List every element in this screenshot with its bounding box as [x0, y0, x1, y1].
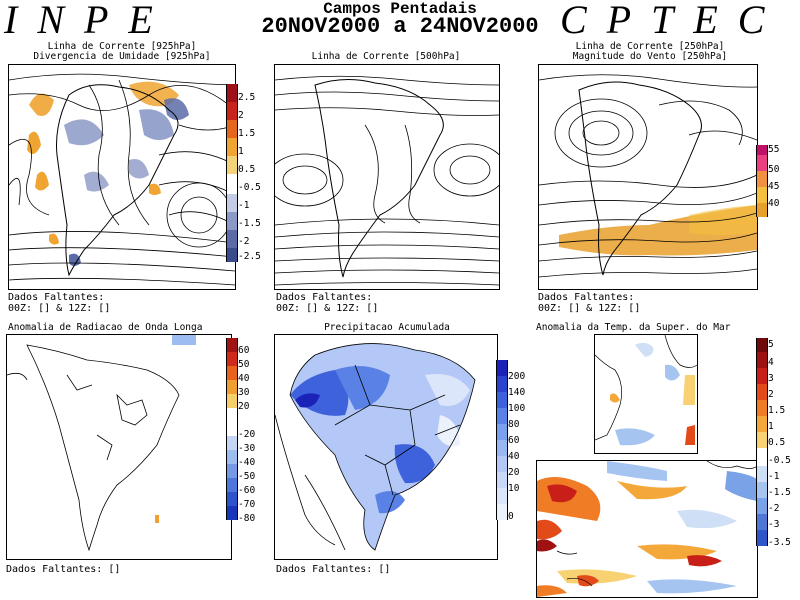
panel-2-map	[274, 64, 500, 290]
inpe-logo-text: INPE	[4, 0, 173, 42]
sst-tick: -1.5	[768, 487, 791, 498]
panel-2-missing-label: Dados Faltantes:	[276, 292, 373, 303]
panel-1-map	[8, 64, 236, 290]
panel-4-missing: Dados Faltantes: []	[6, 564, 121, 575]
panel-1-missing-times: 00Z: [] & 12Z: []	[8, 303, 111, 314]
coastline	[7, 344, 180, 552]
sst-tick: 5	[768, 339, 774, 350]
coastline	[595, 335, 697, 441]
wind-magnitude-shading	[559, 205, 757, 256]
panel-3-missing-times: 00Z: [] & 12Z: []	[538, 303, 641, 314]
div-tick: -1.5	[238, 218, 261, 229]
div-tick: -0.5	[238, 182, 261, 193]
panel-6-title: Anomalia da Temp. da Super. do Mar	[536, 322, 731, 333]
panel-5-missing: Dados Faltantes: []	[276, 564, 391, 575]
sst-tick: -3	[768, 519, 780, 530]
olr-anomaly-map	[7, 335, 196, 552]
panel-2-missing-times: 00Z: [] & 12Z: []	[276, 303, 379, 314]
coastline	[56, 84, 179, 277]
streamlines	[275, 75, 499, 286]
streamline-250-map	[539, 74, 757, 278]
div-tick: 1	[238, 146, 244, 157]
coastline	[578, 81, 702, 276]
wind-tick: 45	[768, 181, 780, 192]
olr-tick: 50	[238, 359, 250, 370]
divergence-shading	[27, 81, 189, 266]
precip-tick: 140	[508, 387, 526, 398]
panel-1-title-line2: Divergencia de Umidade [925hPa]	[33, 51, 211, 62]
olr-tick: 20	[238, 401, 250, 412]
precip-tick: 100	[508, 403, 526, 414]
sst-atlantic-map	[595, 335, 697, 446]
panel-5-title: Precipitacao Acumulada	[324, 322, 450, 333]
page-title: Campos Pentadais	[323, 0, 477, 18]
panel-5-map	[274, 334, 498, 560]
div-tick: -1	[238, 200, 250, 211]
sst-tick: 2	[768, 389, 774, 400]
panel-2-title: Linha de Corrente [500hPa]	[311, 51, 461, 62]
panel-1-missing-label: Dados Faltantes:	[8, 292, 105, 303]
div-tick: -2	[238, 236, 250, 247]
sst-tick: -3.5	[768, 537, 791, 548]
streamline-divergence-map	[9, 73, 235, 286]
wind-tick: 50	[768, 164, 780, 175]
panel-6-global-map	[536, 460, 758, 598]
olr-tick: -60	[238, 485, 256, 496]
streamline-500-map	[275, 75, 499, 286]
olr-tick: -30	[238, 443, 256, 454]
streamlines	[9, 73, 235, 286]
state-borders	[275, 343, 476, 551]
precip-tick: 20	[508, 467, 520, 478]
panel-3-title-line2: Magnitude do Vento [250hPa]	[572, 51, 728, 62]
div-tick: 2	[238, 110, 244, 121]
sst-tick: -0.5	[768, 455, 791, 466]
panel-1-title-line1: Linha de Corrente [925hPa]	[47, 41, 197, 52]
streamlines	[539, 74, 757, 278]
precipitation-shading	[290, 343, 475, 550]
precip-tick: 200	[508, 371, 526, 382]
olr-tick: 30	[238, 387, 250, 398]
olr-tick: -70	[238, 499, 256, 510]
precip-tick: 60	[508, 435, 520, 446]
panel-4-map	[6, 334, 232, 560]
olr-tick: -40	[238, 457, 256, 468]
olr-tick: -80	[238, 513, 256, 524]
sst-global-map	[537, 461, 757, 597]
precipitation-map	[275, 343, 476, 551]
sst-tick: -2	[768, 503, 780, 514]
cptec-logo-text: CPTEC	[560, 0, 785, 42]
div-tick: 2.5	[238, 92, 256, 103]
panel-3-missing-label: Dados Faltantes:	[538, 292, 635, 303]
sst-tick: 1	[768, 421, 774, 432]
olr-tick: -20	[238, 429, 256, 440]
precip-tick: 80	[508, 419, 520, 430]
sst-tick: 4	[768, 357, 774, 368]
precip-tick: 40	[508, 451, 520, 462]
panel-4-title: Anomalia de Radiacao de Onda Longa	[8, 322, 203, 333]
sst-tick: -1	[768, 471, 780, 482]
div-tick: -2.5	[238, 251, 261, 262]
sst-tick: 3	[768, 373, 774, 384]
olr-tick: 40	[238, 373, 250, 384]
precip-tick: 0	[508, 511, 514, 522]
sst-tick: 0.5	[768, 437, 786, 448]
period-title: 20NOV2000 a 24NOV2000	[261, 14, 539, 39]
div-tick: 1.5	[238, 128, 256, 139]
wind-tick: 55	[768, 144, 780, 155]
panel-6-atlantic-map	[594, 334, 698, 454]
panel-3-title-line1: Linha de Corrente [250hPa]	[575, 41, 725, 52]
olr-tick: 60	[238, 345, 250, 356]
olr-tick: -50	[238, 471, 256, 482]
wind-tick: 40	[768, 198, 780, 209]
div-tick: 0.5	[238, 164, 256, 175]
precip-tick: 10	[508, 483, 520, 494]
coastline	[556, 461, 757, 587]
coastline	[314, 79, 444, 278]
sst-tick: 1.5	[768, 405, 786, 416]
panel-3-map	[538, 64, 758, 290]
